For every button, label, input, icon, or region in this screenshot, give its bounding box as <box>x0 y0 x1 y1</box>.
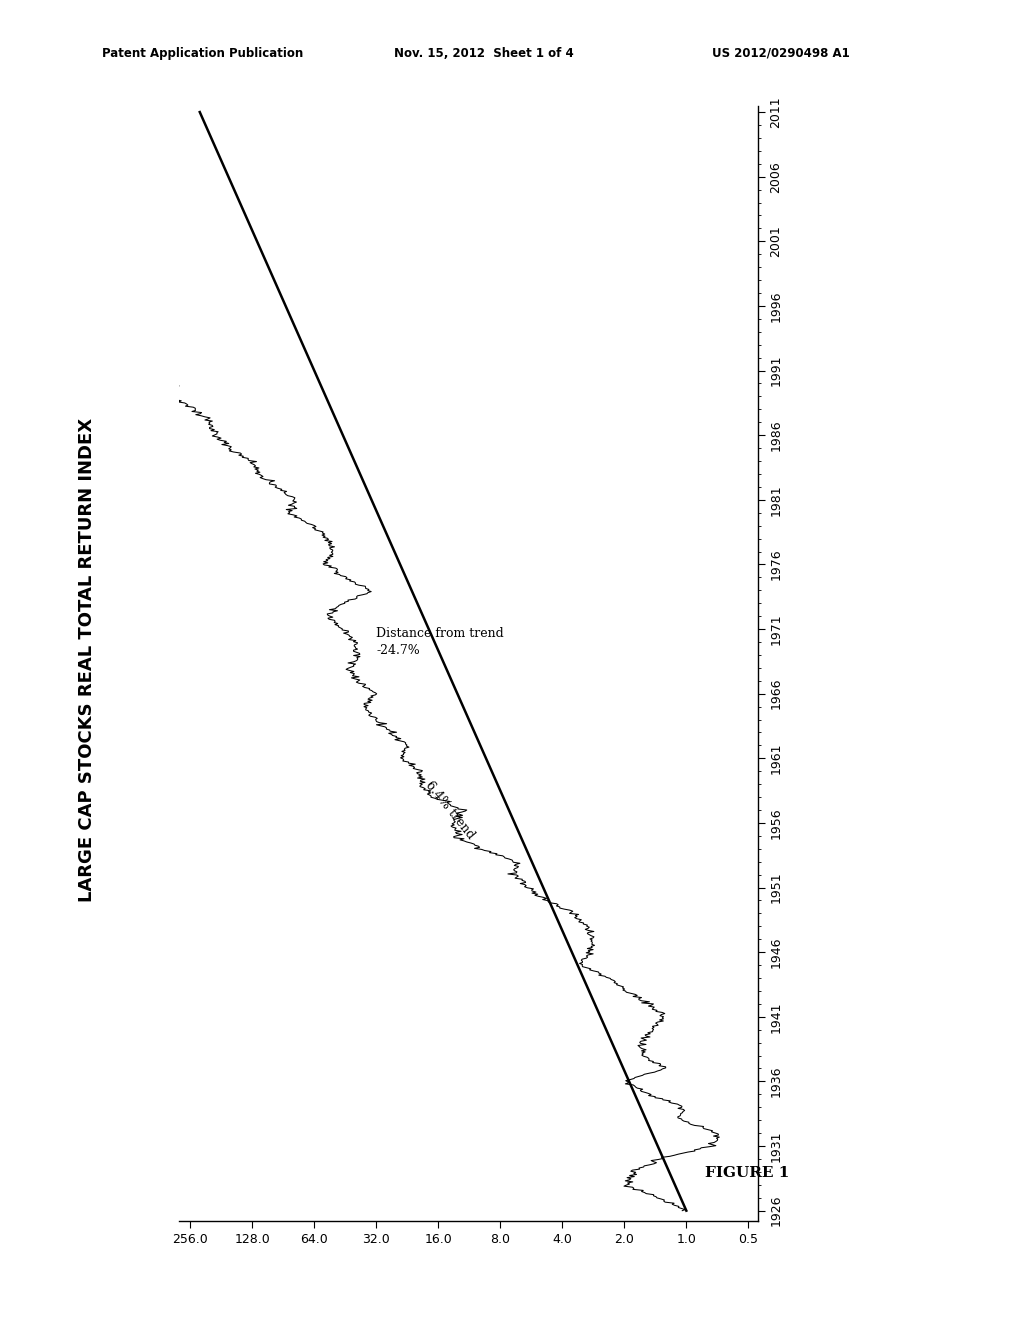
Text: US 2012/0290498 A1: US 2012/0290498 A1 <box>712 46 850 59</box>
Text: 6.4% trend: 6.4% trend <box>423 779 477 841</box>
Text: Nov. 15, 2012  Sheet 1 of 4: Nov. 15, 2012 Sheet 1 of 4 <box>394 46 574 59</box>
Text: Distance from trend
-24.7%: Distance from trend -24.7% <box>377 627 504 657</box>
Text: LARGE CAP STOCKS REAL TOTAL RETURN INDEX: LARGE CAP STOCKS REAL TOTAL RETURN INDEX <box>78 418 96 902</box>
Text: Patent Application Publication: Patent Application Publication <box>102 46 304 59</box>
Text: FIGURE 1: FIGURE 1 <box>706 1167 790 1180</box>
